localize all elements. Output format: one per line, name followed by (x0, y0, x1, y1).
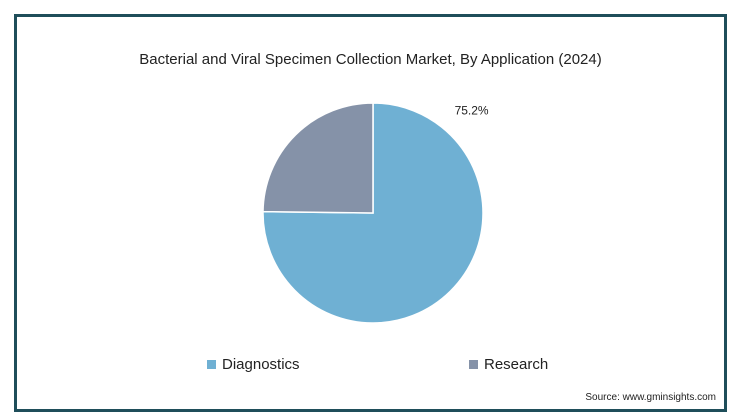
legend-label-research: Research (484, 356, 549, 373)
source-note: Source: www.gminsights.com (585, 392, 716, 403)
legend-item-research: Research (469, 356, 548, 373)
pie-slice-research (262, 102, 374, 214)
chart-title: Bacterial and Viral Specimen Collection … (139, 51, 602, 68)
chart-frame: Bacterial and Viral Specimen Collection … (14, 14, 727, 412)
legend-label-diagnostics: Diagnostics (222, 356, 300, 373)
legend-swatch-diagnostics (207, 360, 216, 369)
legend: Diagnostics Research (17, 356, 724, 376)
pie-chart: 75.2% (262, 102, 489, 324)
data-label-diagnostics: 75.2% (455, 103, 489, 117)
legend-swatch-research (469, 360, 478, 369)
legend-item-diagnostics: Diagnostics (207, 356, 300, 373)
